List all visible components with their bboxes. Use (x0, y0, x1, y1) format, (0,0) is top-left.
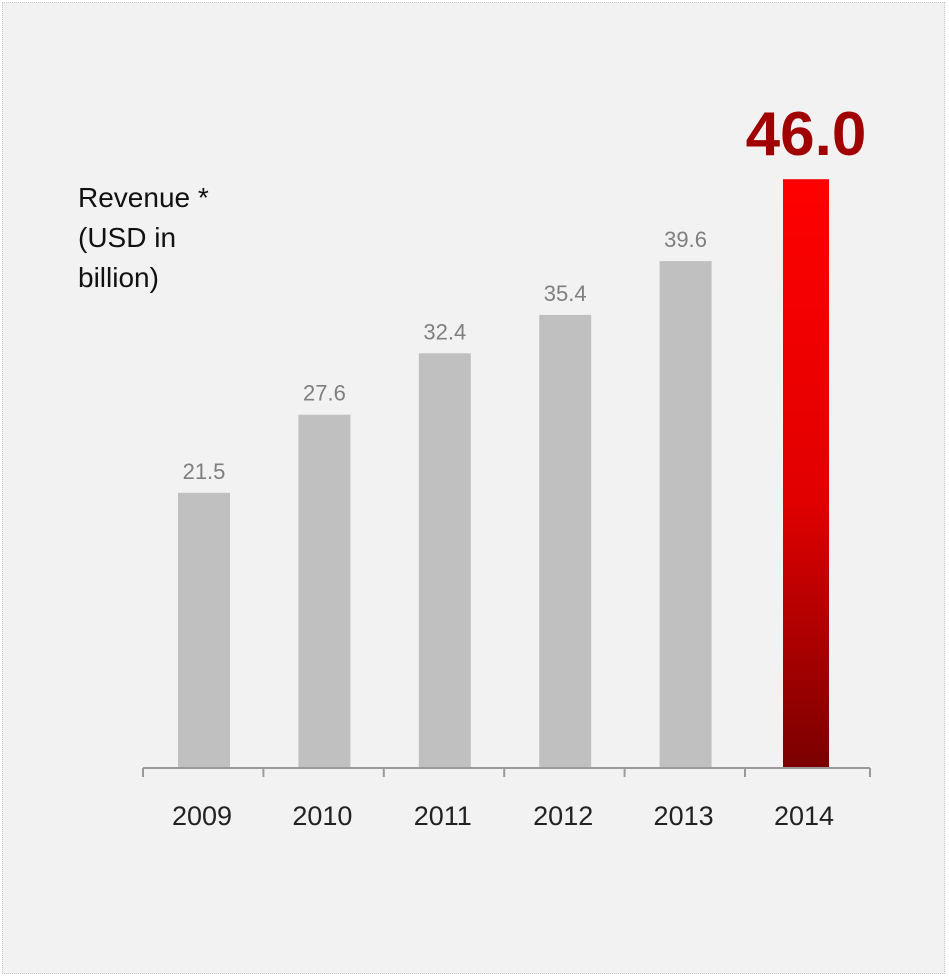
bar-2011 (418, 353, 471, 768)
x-tick-label-2014: 2014 (774, 801, 834, 831)
value-label-2014: 46.0 (746, 100, 867, 169)
bar-2009 (178, 492, 230, 768)
x-tick-label-2010: 2010 (292, 801, 352, 831)
x-tick-label-2013: 2013 (654, 801, 714, 831)
value-label-2009: 21.5 (183, 459, 226, 484)
bar-2014 (783, 179, 829, 768)
y-axis-label: Revenue * (USD in billion) (78, 182, 209, 293)
bar-2013 (659, 261, 712, 768)
value-label-2010: 27.6 (303, 381, 346, 406)
value-label-2012: 35.4 (544, 281, 587, 306)
x-tick-label-2009: 2009 (172, 801, 232, 831)
value-label-2011: 32.4 (423, 319, 466, 344)
x-tick-label-2011: 2011 (414, 801, 472, 831)
bar-2010 (298, 414, 351, 768)
bar-2012 (539, 314, 592, 768)
value-label-2013: 39.6 (664, 227, 707, 252)
x-tick-label-2012: 2012 (533, 801, 593, 831)
